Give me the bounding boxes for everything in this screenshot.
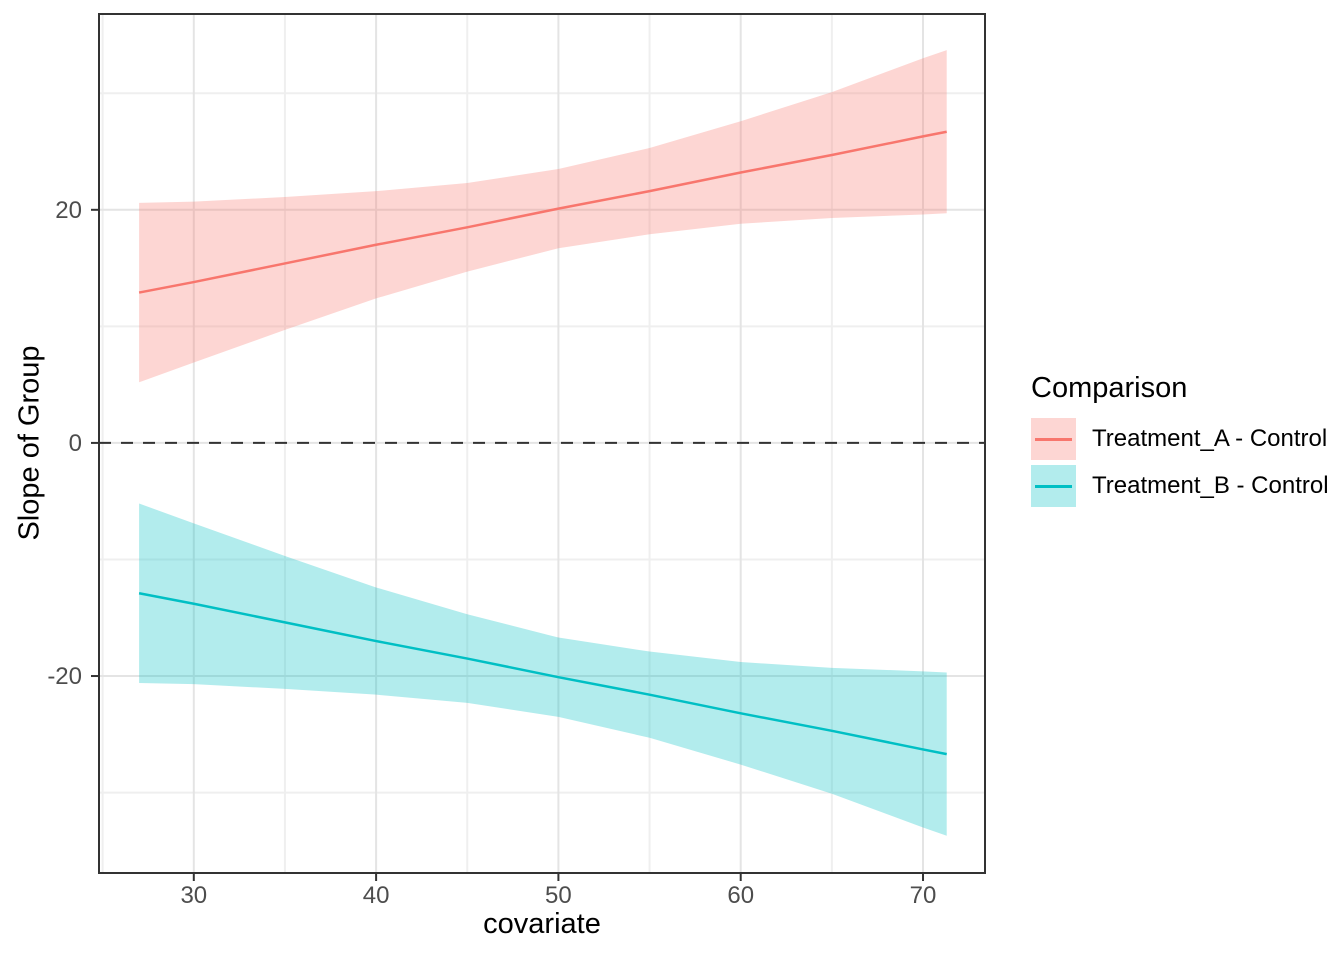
y-tick-label: 0 (69, 430, 82, 457)
y-tick-label: -20 (47, 663, 82, 690)
fitted-line-series-1 (138, 592, 947, 756)
legend-title: Comparison (1031, 372, 1188, 404)
legend: Comparison Treatment_A - Control Treatme… (1031, 372, 1329, 512)
x-tick-labels: 30 40 50 60 70 (180, 882, 936, 909)
legend-key-treatment-b-swatch (1031, 465, 1076, 507)
legend-key-treatment-a-line (1035, 437, 1072, 441)
confidence-band-series-1 (139, 503, 947, 836)
confidence-band-series-0 (139, 50, 947, 383)
legend-label-treatment-a: Treatment_A - Control (1092, 425, 1328, 452)
x-axis-title: covariate (483, 908, 601, 940)
legend-key-treatment-b-line (1035, 484, 1072, 488)
legend-key-treatment-a-swatch (1031, 418, 1076, 460)
x-tick-label: 40 (363, 882, 390, 909)
x-tick-label: 60 (727, 882, 754, 909)
fitted-line-series-0 (138, 130, 947, 294)
legend-item-treatment-a: Treatment_A - Control (1031, 418, 1329, 460)
y-tick-label: 20 (55, 197, 82, 224)
y-axis-title: Slope of Group (13, 345, 46, 541)
x-tick-label: 70 (910, 882, 937, 909)
x-tick-label: 50 (545, 882, 572, 909)
legend-label-treatment-b: Treatment_B - Control (1092, 472, 1329, 499)
x-tick-label: 30 (180, 882, 207, 909)
y-tick-labels: -20 0 20 (47, 197, 82, 690)
legend-item-treatment-b: Treatment_B - Control (1031, 465, 1329, 507)
axis-ticks (91, 208, 925, 881)
